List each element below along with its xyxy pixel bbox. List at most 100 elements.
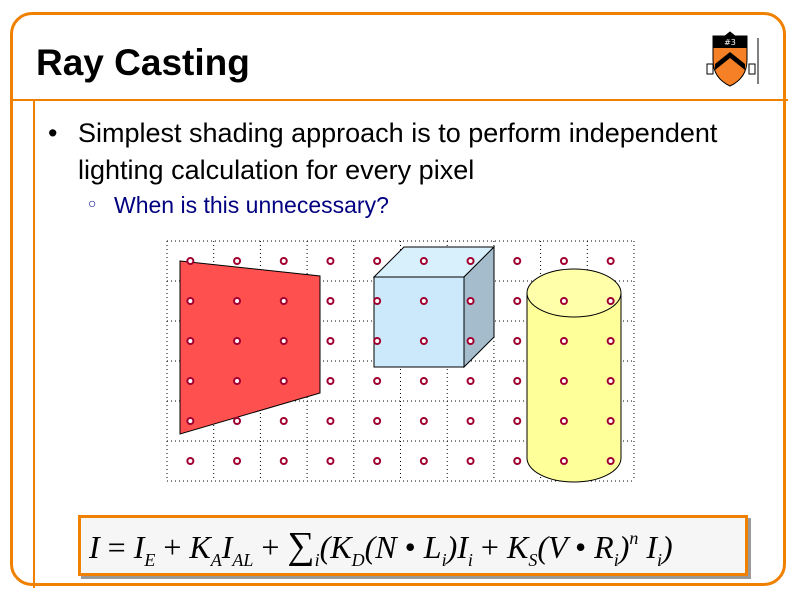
pixel-sample-dot <box>606 377 615 385</box>
pixel-sample-dot <box>279 377 288 385</box>
pixel-sample-dot <box>513 257 522 265</box>
pixel-sample-dot <box>233 377 242 385</box>
pixel-sample-dot <box>559 417 568 425</box>
pixel-sample-dot <box>326 457 335 465</box>
pixel-sample-dot <box>186 457 195 465</box>
pixel-sample-dot <box>559 297 568 305</box>
slide-title: Ray Casting <box>36 42 250 83</box>
equation-term: (V <box>537 529 575 565</box>
pixel-sample-dot <box>466 457 475 465</box>
pixel-sample-dot <box>606 257 615 265</box>
equation-term: )I <box>446 529 468 565</box>
equation-term: i <box>467 550 473 570</box>
equation-term: K <box>189 529 211 565</box>
equation-term: ∑ <box>287 525 315 567</box>
pixel-sample-dot <box>419 417 428 425</box>
pixel-sample-dot <box>373 417 382 425</box>
equation-term: D <box>351 550 365 570</box>
pixel-sample-dot <box>373 457 382 465</box>
pixel-sample-dot <box>279 257 288 265</box>
pixel-sample-dot <box>559 377 568 385</box>
pixel-sample-dot <box>606 297 615 305</box>
cylinder-top <box>526 268 622 318</box>
pixel-sample-dot <box>233 297 242 305</box>
slide-border <box>10 12 786 586</box>
equation-term: i <box>657 550 663 570</box>
pixel-sample-dot <box>279 297 288 305</box>
pixel-sample-dot <box>373 377 382 385</box>
pixel-sample-dot <box>466 337 475 345</box>
pixel-sample-dot <box>559 257 568 265</box>
pixel-sample-dot <box>186 297 195 305</box>
bullet-text: Simplest shading approach is to perform … <box>78 118 718 185</box>
pixel-sample-dot <box>279 457 288 465</box>
pixel-sample-dot <box>186 337 195 345</box>
pixel-sample-dot <box>466 297 475 305</box>
pixel-sample-dot <box>466 257 475 265</box>
pixel-sample-dot <box>186 257 195 265</box>
equation-term: I <box>89 529 100 565</box>
pixel-sample-dot <box>233 457 242 465</box>
pixel-sample-dot <box>466 377 475 385</box>
equation-term: AL <box>232 550 254 570</box>
equation-term: n <box>629 528 639 548</box>
pixel-sample-dot <box>606 337 615 345</box>
equation-term: • <box>574 529 587 565</box>
equation-term: (K <box>319 529 352 565</box>
pixel-sample-dot <box>419 257 428 265</box>
pixel-sample-dot <box>513 457 522 465</box>
pixel-sample-dot <box>186 377 195 385</box>
shading-equation: I = IE + KAIAL + ∑i(KD(N • Li)Ii + KS(V … <box>89 524 673 571</box>
pixel-sample-dot <box>186 417 195 425</box>
equation-term: A <box>210 550 222 570</box>
equation-term: I <box>221 529 233 565</box>
pixel-sample-dot <box>513 297 522 305</box>
pixel-sample-dot <box>466 417 475 425</box>
equation-term: • <box>404 529 416 565</box>
pixel-sample-dot <box>279 417 288 425</box>
bullet-marker: • <box>48 118 58 148</box>
equation-term: i <box>441 550 447 570</box>
pixel-sample-dot <box>326 297 335 305</box>
equation-term: (N <box>364 529 405 565</box>
equation-term: ) <box>618 529 630 565</box>
pixel-sample-dot <box>233 257 242 265</box>
pixel-sample-dot <box>373 257 382 265</box>
equation-term: + <box>253 529 288 565</box>
pixel-sample-dot <box>513 377 522 385</box>
equation-term: ) <box>662 529 673 565</box>
pixel-sample-dot <box>233 417 242 425</box>
equation-term: R <box>586 529 614 565</box>
title-divider <box>10 99 788 101</box>
equation-term: i <box>613 550 619 570</box>
pixel-sample-dot <box>326 337 335 345</box>
equation-term: + <box>155 529 190 565</box>
pixel-sample-dot <box>606 417 615 425</box>
pixel-sample-dot <box>559 337 568 345</box>
pixel-sample-dot <box>326 417 335 425</box>
equation-term: I <box>638 529 658 565</box>
red-quad <box>179 260 321 435</box>
princeton-shield-logo: #3 <box>706 31 759 87</box>
cube-front <box>373 276 465 368</box>
sub-bullet-text: When is this unnecessary? <box>114 192 389 218</box>
equation-term: E <box>144 550 156 570</box>
equation-term: = <box>99 529 134 565</box>
pixel-sample-dot <box>606 457 615 465</box>
shading-equation-box: I = IE + KAIAL + ∑i(KD(N • Li)Ii + KS(V … <box>78 515 748 576</box>
svg-text:#3: #3 <box>724 38 736 47</box>
pixel-sample-dot <box>559 457 568 465</box>
equation-term: I <box>133 529 145 565</box>
equation-term: K <box>506 529 529 565</box>
pixel-sample-dot <box>419 297 428 305</box>
pixel-sample-dot <box>233 337 242 345</box>
pixel-sample-dot <box>326 257 335 265</box>
pixel-sample-dot <box>373 297 382 305</box>
equation-term: L <box>415 529 442 565</box>
pixel-sample-dot <box>326 377 335 385</box>
pixel-sample-dot <box>419 377 428 385</box>
cylinder-body <box>526 292 622 483</box>
equation-term: i <box>314 550 320 570</box>
pixel-sample-dot <box>419 457 428 465</box>
pixel-sample-dot <box>279 337 288 345</box>
